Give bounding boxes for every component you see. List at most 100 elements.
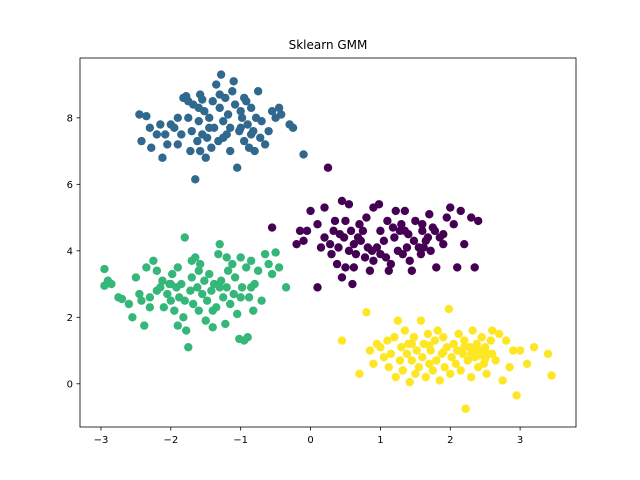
- data-point-cluster-2: [249, 306, 258, 315]
- data-point-cluster-2: [267, 269, 277, 279]
- data-point-cluster-1: [187, 126, 196, 136]
- x-tick-label: −3: [94, 435, 109, 446]
- data-point-cluster-3: [430, 336, 440, 345]
- data-point-cluster-1: [161, 130, 170, 139]
- data-point-cluster-0: [474, 216, 483, 226]
- data-point-cluster-2: [152, 286, 162, 295]
- data-point-cluster-3: [487, 326, 497, 335]
- data-point-cluster-3: [337, 336, 347, 345]
- data-point-cluster-0: [306, 206, 315, 216]
- data-point-cluster-3: [433, 326, 442, 335]
- data-point-cluster-0: [426, 246, 435, 256]
- data-point-cluster-2: [149, 256, 158, 265]
- data-point-cluster-2: [195, 259, 205, 269]
- data-point-cluster-2: [135, 289, 144, 299]
- x-tick-label: −1: [233, 435, 248, 446]
- data-point-cluster-0: [411, 216, 420, 226]
- data-point-cluster-3: [435, 376, 444, 385]
- data-point-cluster-0: [330, 216, 340, 226]
- data-point-cluster-3: [421, 372, 430, 382]
- x-axis: −3 −2 −1 0 1 2 3: [94, 427, 523, 446]
- data-point-cluster-3: [407, 339, 417, 349]
- data-point-cluster-3: [390, 333, 399, 342]
- data-point-cluster-0: [334, 243, 343, 252]
- data-point-cluster-3: [463, 356, 472, 365]
- data-point-cluster-2: [216, 276, 226, 285]
- data-point-cluster-2: [215, 239, 224, 249]
- data-point-cluster-0: [405, 256, 414, 265]
- data-point-cluster-3: [405, 377, 414, 387]
- data-point-cluster-0: [470, 263, 479, 272]
- data-point-cluster-2: [229, 289, 238, 299]
- data-point-cluster-1: [135, 110, 144, 119]
- data-point-cluster-3: [543, 349, 553, 359]
- data-point-cluster-1: [173, 113, 182, 123]
- x-tick-label: 0: [307, 435, 313, 446]
- data-point-cluster-2: [198, 289, 207, 299]
- data-point-cluster-0: [362, 213, 371, 222]
- data-point-cluster-2: [137, 296, 146, 305]
- data-point-cluster-3: [529, 343, 539, 352]
- data-point-cluster-1: [226, 146, 235, 156]
- data-point-cluster-3: [522, 359, 532, 369]
- data-point-cluster-0: [384, 266, 393, 275]
- data-point-cluster-0: [390, 233, 399, 242]
- data-point-cluster-1: [145, 123, 155, 133]
- data-point-cluster-2: [244, 293, 254, 302]
- data-point-cluster-3: [386, 349, 396, 359]
- data-point-cluster-0: [379, 236, 389, 246]
- data-point-cluster-1: [236, 106, 245, 116]
- data-point-cluster-1: [219, 133, 228, 142]
- data-point-cluster-0: [365, 266, 375, 275]
- data-point-cluster-3: [379, 352, 389, 362]
- data-point-cluster-3: [400, 326, 410, 335]
- data-point-cluster-3: [458, 349, 468, 359]
- data-point-cluster-2: [131, 273, 141, 282]
- data-point-cluster-3: [393, 316, 403, 325]
- data-point-cluster-0: [432, 263, 441, 272]
- data-point-cluster-3: [423, 329, 433, 339]
- data-point-cluster-3: [456, 366, 465, 375]
- data-point-cluster-3: [416, 316, 426, 325]
- data-point-cluster-2: [274, 263, 284, 272]
- data-point-cluster-0: [388, 223, 398, 232]
- data-point-cluster-2: [152, 266, 162, 275]
- data-point-cluster-0: [320, 203, 329, 212]
- data-point-cluster-1: [194, 103, 203, 113]
- data-point-cluster-3: [440, 362, 449, 372]
- y-tick-label: 8: [67, 113, 73, 124]
- data-point-cluster-1: [260, 140, 270, 149]
- data-point-cluster-2: [208, 323, 217, 332]
- data-point-cluster-3: [391, 372, 400, 382]
- data-point-cluster-1: [246, 103, 256, 113]
- data-point-cluster-1: [228, 87, 237, 96]
- data-point-cluster-2: [215, 283, 224, 292]
- data-point-cluster-2: [180, 233, 189, 242]
- data-point-cluster-1: [256, 133, 265, 142]
- data-point-cluster-2: [271, 248, 280, 257]
- data-point-cluster-3: [439, 333, 448, 342]
- data-point-cluster-0: [442, 213, 451, 222]
- data-point-cluster-1: [184, 97, 193, 106]
- data-point-cluster-1: [276, 110, 286, 119]
- data-point-cluster-2: [179, 313, 188, 322]
- data-point-cluster-0: [344, 246, 354, 256]
- data-point-cluster-3: [477, 333, 486, 342]
- data-point-cluster-0: [348, 279, 357, 289]
- data-point-cluster-2: [180, 296, 189, 305]
- data-point-cluster-0: [453, 263, 462, 272]
- data-point-cluster-1: [299, 150, 308, 159]
- data-point-cluster-2: [173, 321, 182, 330]
- data-point-cluster-0: [341, 216, 350, 226]
- data-point-cluster-3: [411, 369, 420, 379]
- data-point-cluster-1: [191, 175, 200, 184]
- plot-area-frame: [79, 57, 577, 428]
- data-point-cluster-0: [325, 239, 335, 249]
- data-point-cluster-2: [100, 264, 109, 274]
- data-point-cluster-3: [487, 349, 497, 359]
- data-point-cluster-2: [128, 313, 137, 322]
- data-point-cluster-2: [205, 269, 214, 279]
- data-point-cluster-3: [407, 356, 417, 365]
